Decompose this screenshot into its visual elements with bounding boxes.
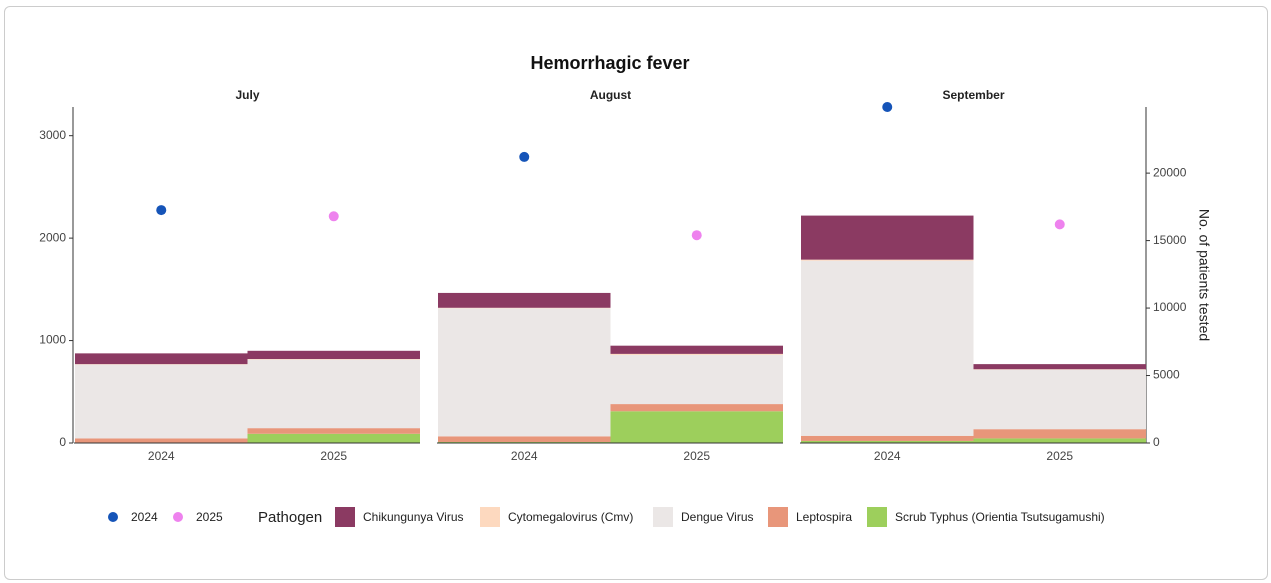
bar-segment <box>610 354 783 405</box>
bar-segment <box>973 429 1146 439</box>
bar-segment <box>801 440 974 443</box>
legend-marker <box>173 512 183 522</box>
bar-segment <box>75 438 248 443</box>
point <box>328 211 339 222</box>
legend-swatch <box>480 507 500 527</box>
bar-segment <box>801 215 974 260</box>
bar-segment <box>610 345 783 354</box>
bar-segment <box>801 259 974 261</box>
chart-title: Hemorrhagic fever <box>530 53 689 73</box>
y-tick-label: 0 <box>59 435 66 449</box>
y2-tick-label: 15000 <box>1153 233 1187 247</box>
x-tick-label: 2025 <box>683 449 710 463</box>
bar-segment <box>801 260 974 436</box>
bar-segment <box>438 307 611 309</box>
legend-swatch <box>867 507 887 527</box>
y-tick-label: 2000 <box>39 230 66 244</box>
bar-segment <box>75 364 248 365</box>
bar-segment <box>438 436 611 442</box>
x-tick-label: 2024 <box>511 449 538 463</box>
bar-segment <box>438 308 611 437</box>
bar-segment <box>973 364 1146 370</box>
x-tick-label: 2024 <box>874 449 901 463</box>
y-tick-label: 3000 <box>39 128 66 142</box>
legend-label: Scrub Typhus (Orientia Tsutsugamushi) <box>895 510 1105 524</box>
x-tick-label: 2025 <box>1046 449 1073 463</box>
legend-label: Chikungunya Virus <box>363 510 464 524</box>
bar-segment <box>247 359 420 360</box>
bar-segment <box>75 353 248 365</box>
point <box>519 151 530 162</box>
bar-segment <box>247 428 420 434</box>
point <box>1054 219 1065 230</box>
point <box>882 102 893 112</box>
bar-segment <box>973 369 1146 370</box>
x-tick-label: 2025 <box>320 449 347 463</box>
legend-label: Dengue Virus <box>681 510 754 524</box>
bar-segment <box>610 411 783 443</box>
legend-swatch <box>768 507 788 527</box>
legend-label: Cytomegalovirus (Cmv) <box>508 510 633 524</box>
legend-label: 2024 <box>131 510 158 524</box>
bar-segment <box>75 364 248 439</box>
bar-segment <box>973 369 1146 430</box>
bar-segment <box>610 404 783 412</box>
point <box>691 230 702 241</box>
facet-title: July <box>235 88 259 102</box>
facet-title: August <box>590 88 631 102</box>
y2-tick-label: 5000 <box>1153 368 1180 382</box>
point <box>156 205 167 216</box>
legend-swatch <box>335 507 355 527</box>
x-tick-label: 2024 <box>148 449 175 463</box>
y2-tick-label: 20000 <box>1153 165 1187 179</box>
y2-tick-label: 10000 <box>1153 300 1187 314</box>
bar-segment <box>801 435 974 441</box>
legend-label: Leptospira <box>796 510 852 524</box>
bar-segment <box>247 350 420 359</box>
bar-segment <box>247 359 420 429</box>
y2-tick-label: 0 <box>1153 435 1160 449</box>
legend-marker <box>108 512 118 522</box>
y2-axis-label: No. of patients tested <box>1196 209 1212 341</box>
bar-segment <box>973 438 1146 443</box>
bar-segment <box>247 433 420 443</box>
legend-title: Pathogen <box>258 509 322 526</box>
card <box>4 6 1268 580</box>
facet-title: September <box>942 88 1004 102</box>
bar-segment <box>438 441 611 443</box>
y-tick-label: 1000 <box>39 333 66 347</box>
legend-swatch <box>653 507 673 527</box>
bar-segment <box>610 353 783 355</box>
legend-label: 2025 <box>196 510 223 524</box>
bar-segment <box>438 292 611 308</box>
